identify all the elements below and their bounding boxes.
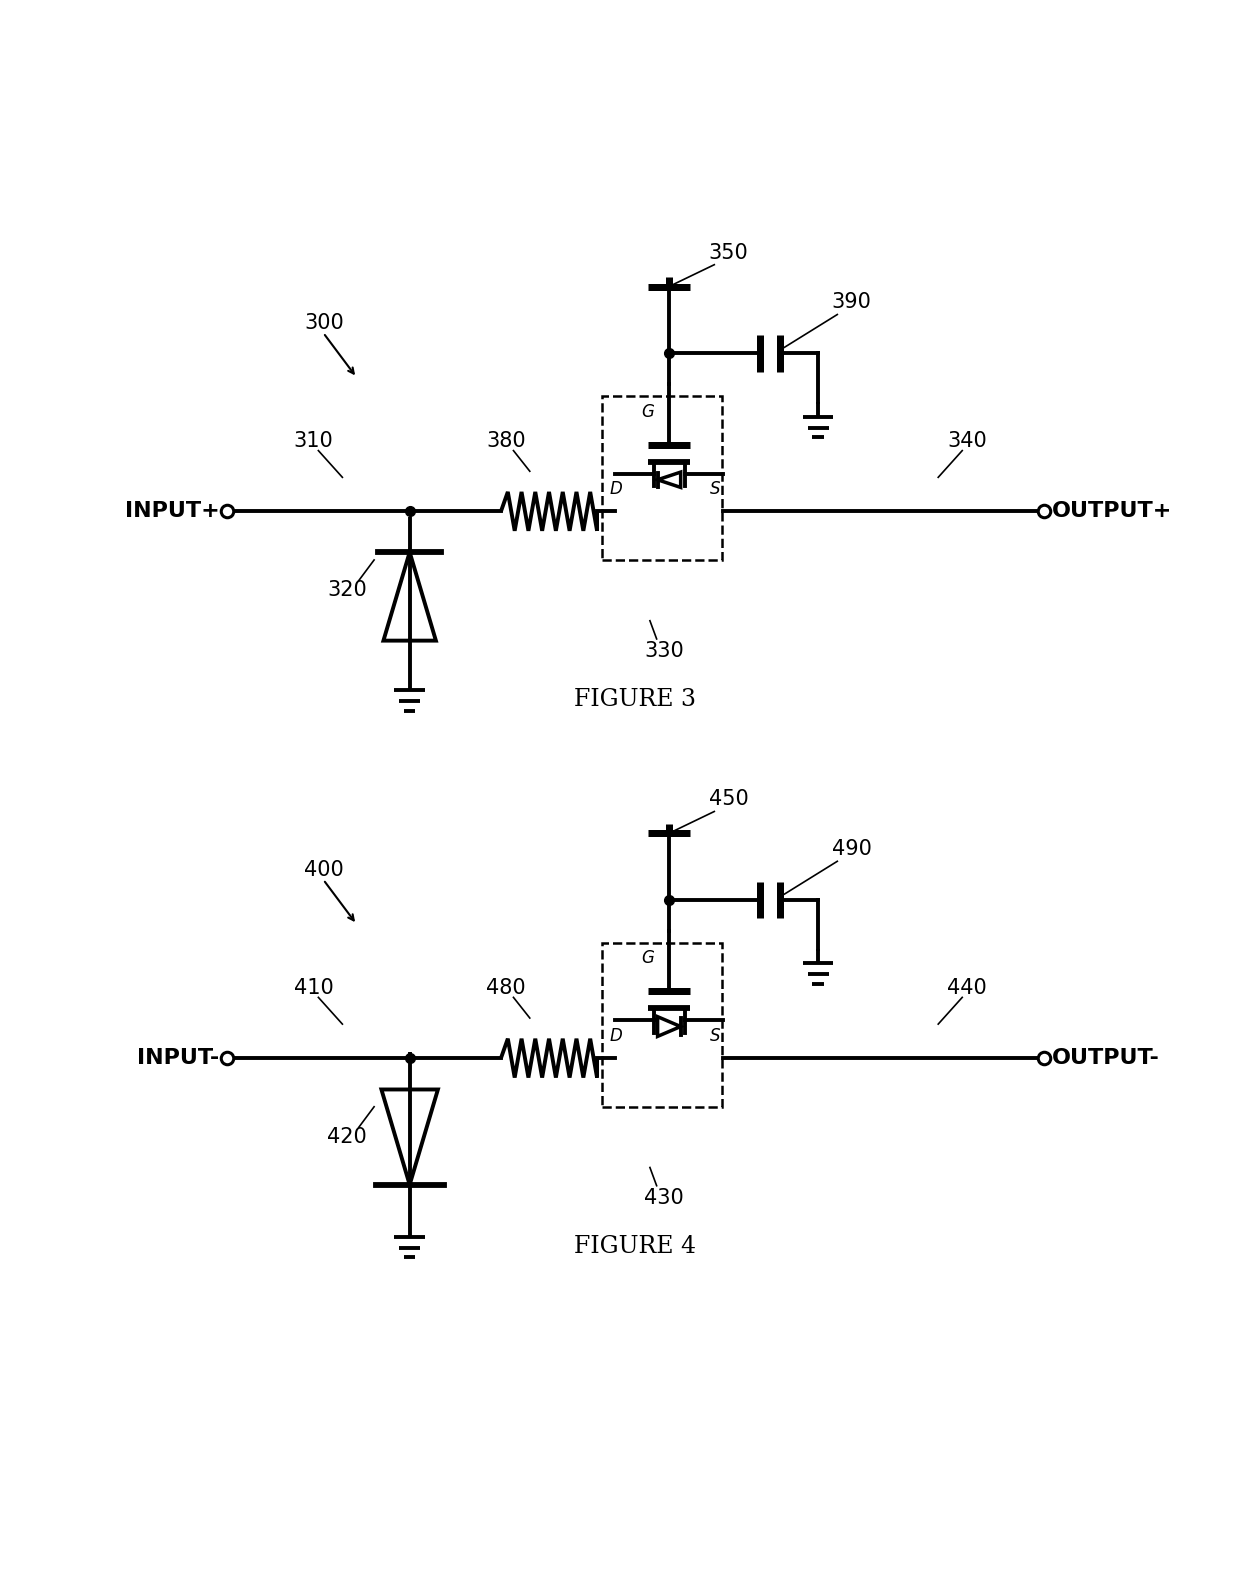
Text: INPUT-: INPUT- [138, 1048, 219, 1068]
Text: 350: 350 [709, 243, 749, 262]
Text: 480: 480 [486, 978, 526, 997]
Text: FIGURE 3: FIGURE 3 [574, 688, 697, 712]
Text: 410: 410 [294, 978, 334, 997]
Text: 380: 380 [486, 431, 526, 451]
Text: 420: 420 [327, 1127, 367, 1147]
Text: 430: 430 [645, 1188, 684, 1207]
Text: OUTPUT+: OUTPUT+ [1052, 502, 1172, 521]
Text: 330: 330 [645, 641, 684, 661]
Text: 440: 440 [947, 978, 987, 997]
Text: 390: 390 [832, 292, 872, 312]
Text: D: D [610, 480, 622, 499]
Text: 340: 340 [947, 431, 987, 451]
Text: G: G [641, 402, 655, 421]
Text: G: G [641, 950, 655, 967]
Text: 450: 450 [709, 789, 749, 810]
Text: S: S [711, 480, 720, 499]
Text: 310: 310 [294, 431, 334, 451]
Text: 300: 300 [304, 312, 343, 333]
Text: OUTPUT-: OUTPUT- [1052, 1048, 1159, 1068]
Text: 490: 490 [832, 839, 872, 858]
Text: 320: 320 [327, 581, 367, 600]
Text: S: S [711, 1027, 720, 1045]
Text: INPUT+: INPUT+ [125, 502, 219, 521]
Bar [601, 396, 722, 560]
Bar [601, 942, 722, 1106]
Text: D: D [610, 1027, 622, 1045]
Text: FIGURE 4: FIGURE 4 [574, 1236, 697, 1258]
Text: 400: 400 [304, 860, 343, 881]
